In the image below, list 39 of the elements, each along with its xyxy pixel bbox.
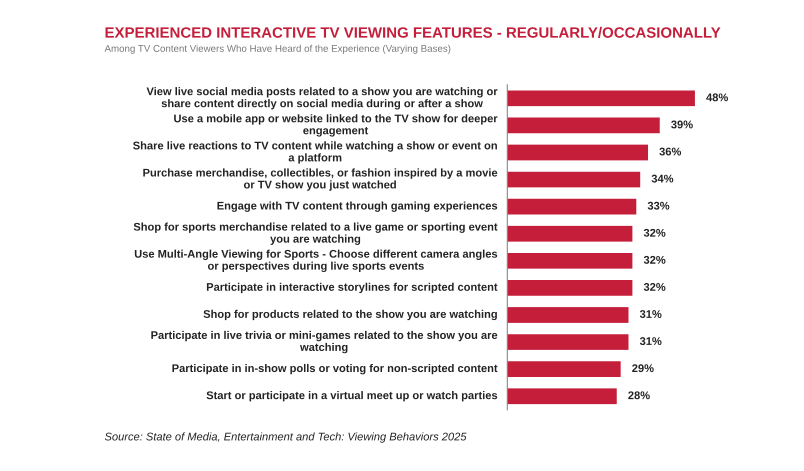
- data-label: 28%: [628, 391, 650, 400]
- bar: [507, 118, 660, 134]
- data-label: 34%: [652, 174, 674, 183]
- data-label: 31%: [640, 337, 662, 346]
- y-tick-label: View live social media posts related to a show you are watching or share content directly on social media during or after a show: [146, 87, 498, 110]
- y-tick-label: Shop for sports merchandise related to a live game or sporting event you are watching: [134, 222, 498, 245]
- chart-title: EXPERIENCED INTERACTIVE TV VIEWING FEATURES - REGULARLY/OCCASIONALLY: [106, 26, 720, 38]
- y-tick-label: Participate in in-show polls or voting for non-scripted content: [172, 364, 498, 374]
- data-label: 48%: [706, 93, 728, 102]
- bar: [507, 144, 648, 160]
- bar: [507, 198, 636, 215]
- data-label: 32%: [644, 256, 666, 264]
- bar: [507, 226, 632, 242]
- data-label: 29%: [632, 364, 654, 372]
- y-tick-label: Use a mobile app or website linked to the TV show for deeper engagement: [174, 114, 498, 137]
- y-tick-label: Share live reactions to TV content while watching a show or event on a platform: [133, 141, 497, 164]
- y-tick-label: Participate in interactive storylines for scripted content: [206, 282, 498, 294]
- bar: [507, 307, 628, 323]
- y-tick-label: Shop for products related to the show you are watching: [203, 310, 497, 320]
- y-tick-label: Purchase merchandise, collectibles, or fashion inspired by a movie or TV show you just watched: [143, 168, 498, 191]
- bar: [507, 252, 632, 269]
- bar: [507, 388, 617, 404]
- bar: [507, 280, 632, 296]
- y-tick-label: Participate in live trivia or mini-games related to the show you are watching: [151, 330, 498, 354]
- text: Among TV Content Viewers Who Have Heard of the Experience (Varying Bases): [104, 44, 450, 54]
- bar: [507, 90, 695, 106]
- y-tick-label: Start or participate in a virtual meet up or watch parties: [206, 391, 498, 402]
- data-label: 32%: [644, 228, 666, 237]
- source-note: Source: State of Media, Entertainment and Tech: Viewing Behaviors 2025: [104, 432, 467, 443]
- bar: [507, 334, 628, 350]
- data-label: 33%: [648, 202, 670, 210]
- y-tick-label: Use Multi-Angle Viewing for Sports - Choose different camera angles or perspectives during live sports events: [134, 250, 498, 272]
- data-label: 39%: [671, 120, 693, 128]
- data-label: 36%: [659, 148, 682, 156]
- data-label: 32%: [644, 283, 666, 291]
- y-tick-label: Engage with TV content through gaming experiences: [217, 201, 498, 212]
- data-label: 31%: [640, 310, 662, 318]
- bar: [507, 172, 640, 188]
- bar: [507, 361, 621, 377]
